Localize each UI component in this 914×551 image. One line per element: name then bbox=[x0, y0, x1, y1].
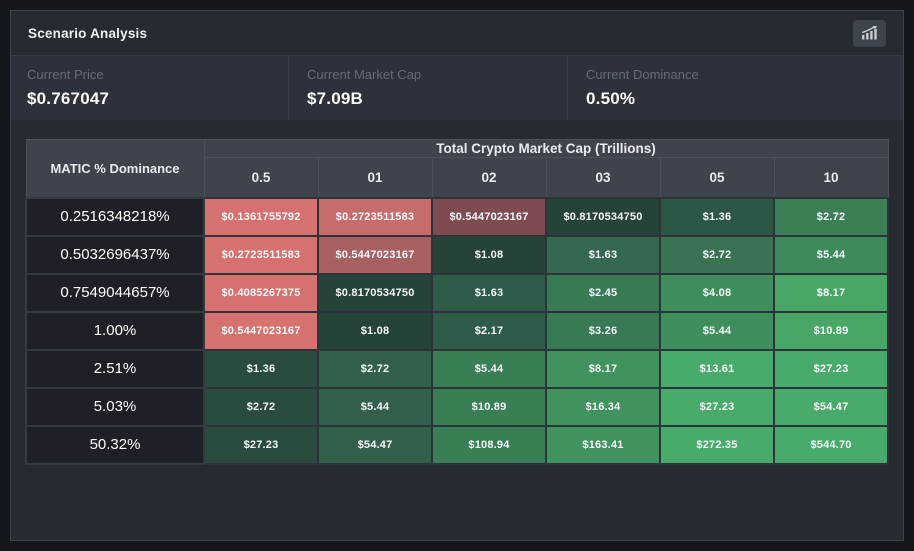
scenario-cell: $27.23 bbox=[203, 424, 319, 465]
row-label: 50.32% bbox=[25, 424, 205, 465]
table-row: 0.5032696437% $0.2723511583 $0.5447023167 $… bbox=[25, 234, 890, 275]
column-header-05: 05 bbox=[659, 157, 775, 198]
scenario-cell: $5.44 bbox=[317, 386, 433, 427]
scenario-cell: $2.72 bbox=[203, 386, 319, 427]
scenario-cell: $2.72 bbox=[772, 196, 890, 237]
scenario-cell: $0.2723511583 bbox=[203, 234, 319, 275]
scenario-cell: $5.44 bbox=[772, 234, 890, 275]
scenario-cell: $13.61 bbox=[659, 348, 775, 389]
row-axis-title: MATIC % Dominance bbox=[25, 139, 205, 198]
table-row: 1.00% $0.5447023167 $1.08 $2.17 $3.26 $5.44 $1… bbox=[25, 310, 890, 351]
scenario-cell: $27.23 bbox=[772, 348, 890, 389]
column-header-0.5: 0.5 bbox=[203, 157, 319, 198]
scenario-cell: $0.2723511583 bbox=[317, 196, 433, 237]
column-group-title: Total Crypto Market Cap (Trillions) bbox=[203, 139, 889, 158]
scenario-cell: $1.63 bbox=[545, 234, 661, 275]
row-label: 5.03% bbox=[25, 386, 205, 427]
table-row: 2.51% $1.36 $2.72 $5.44 $8.17 $13.61 $27.23 bbox=[25, 348, 890, 389]
scenario-cell: $0.5447023167 bbox=[431, 196, 547, 237]
scenario-analysis-panel: Scenario Analysis Current Price $0.76704… bbox=[10, 10, 904, 541]
scenario-table-container: MATIC % Dominance Total Crypto Market Ca… bbox=[11, 120, 903, 481]
stat-value: $7.09B bbox=[307, 89, 364, 108]
table-row: 50.32% $27.23 $54.47 $108.94 $163.41 $272.35 $… bbox=[25, 424, 890, 465]
scenario-cell: $5.44 bbox=[431, 348, 547, 389]
scenario-cell: $8.17 bbox=[772, 272, 890, 313]
scenario-cell: $0.1361755792 bbox=[203, 196, 319, 237]
stat-value: $0.767047 bbox=[27, 89, 110, 108]
scenario-cell: $272.35 bbox=[659, 424, 775, 465]
panel-header: Scenario Analysis bbox=[11, 11, 903, 56]
scenario-cell: $0.5447023167 bbox=[203, 310, 319, 351]
column-header-row: 0.5 01 02 03 05 10 bbox=[26, 157, 889, 198]
scenario-cell: $10.89 bbox=[431, 386, 547, 427]
scenario-cell: $10.89 bbox=[772, 310, 890, 351]
chart-view-button[interactable] bbox=[853, 19, 886, 47]
scenario-cell: $0.8170534750 bbox=[545, 196, 661, 237]
column-header-03: 03 bbox=[545, 157, 661, 198]
scenario-cell: $54.47 bbox=[772, 386, 890, 427]
stat-current-dominance: Current Dominance 0.50% bbox=[567, 56, 903, 120]
column-header-01: 01 bbox=[317, 157, 433, 198]
scenario-cell: $27.23 bbox=[659, 386, 775, 427]
scenario-cell: $0.8170534750 bbox=[317, 272, 433, 313]
scenario-cell: $1.08 bbox=[317, 310, 433, 351]
scenario-cell: $4.08 bbox=[659, 272, 775, 313]
scenario-cell: $108.94 bbox=[431, 424, 547, 465]
stat-label: Current Market Cap bbox=[307, 67, 422, 82]
scenario-cell: $163.41 bbox=[545, 424, 661, 465]
row-label: 1.00% bbox=[25, 310, 205, 351]
scenario-cell: $3.26 bbox=[545, 310, 661, 351]
table-row: 0.7549044657% $0.4085267375 $0.8170534750 $… bbox=[25, 272, 890, 313]
table-row: 0.2516348218% $0.1361755792 $0.2723511583 $… bbox=[25, 196, 890, 237]
scenario-cell: $1.36 bbox=[659, 196, 775, 237]
scenario-cell: $544.70 bbox=[772, 424, 890, 465]
stat-label: Current Price bbox=[27, 67, 104, 82]
scenario-cell: $16.34 bbox=[545, 386, 661, 427]
row-label: 0.2516348218% bbox=[25, 196, 205, 237]
scenario-cell: $1.36 bbox=[203, 348, 319, 389]
scenario-cell: $54.47 bbox=[317, 424, 433, 465]
scenario-cell: $1.08 bbox=[431, 234, 547, 275]
scenario-cell: $8.17 bbox=[545, 348, 661, 389]
scenario-cell: $5.44 bbox=[659, 310, 775, 351]
scenario-cell: $2.72 bbox=[317, 348, 433, 389]
stat-current-market-cap: Current Market Cap $7.09B bbox=[288, 56, 567, 120]
stat-current-price: Current Price $0.767047 bbox=[11, 56, 288, 120]
stat-label: Current Dominance bbox=[586, 67, 699, 82]
stats-row: Current Price $0.767047 Current Market C… bbox=[11, 56, 903, 120]
row-label: 0.5032696437% bbox=[25, 234, 205, 275]
chart-increasing-icon bbox=[861, 26, 877, 40]
row-label: 0.7549044657% bbox=[25, 272, 205, 313]
panel-title: Scenario Analysis bbox=[28, 25, 148, 41]
stat-value: 0.50% bbox=[586, 89, 636, 108]
column-header-02: 02 bbox=[431, 157, 547, 198]
scenario-cell: $2.45 bbox=[545, 272, 661, 313]
column-header-10: 10 bbox=[773, 157, 889, 198]
scenario-cell: $0.5447023167 bbox=[317, 234, 433, 275]
scenario-cell: $0.4085267375 bbox=[203, 272, 319, 313]
scenario-table: MATIC % Dominance Total Crypto Market Ca… bbox=[25, 139, 890, 465]
scenario-cell: $2.72 bbox=[659, 234, 775, 275]
table-row: 5.03% $2.72 $5.44 $10.89 $16.34 $27.23 $54.47 bbox=[25, 386, 890, 427]
scenario-cell: $1.63 bbox=[431, 272, 547, 313]
row-label: 2.51% bbox=[25, 348, 205, 389]
scenario-cell: $2.17 bbox=[431, 310, 547, 351]
